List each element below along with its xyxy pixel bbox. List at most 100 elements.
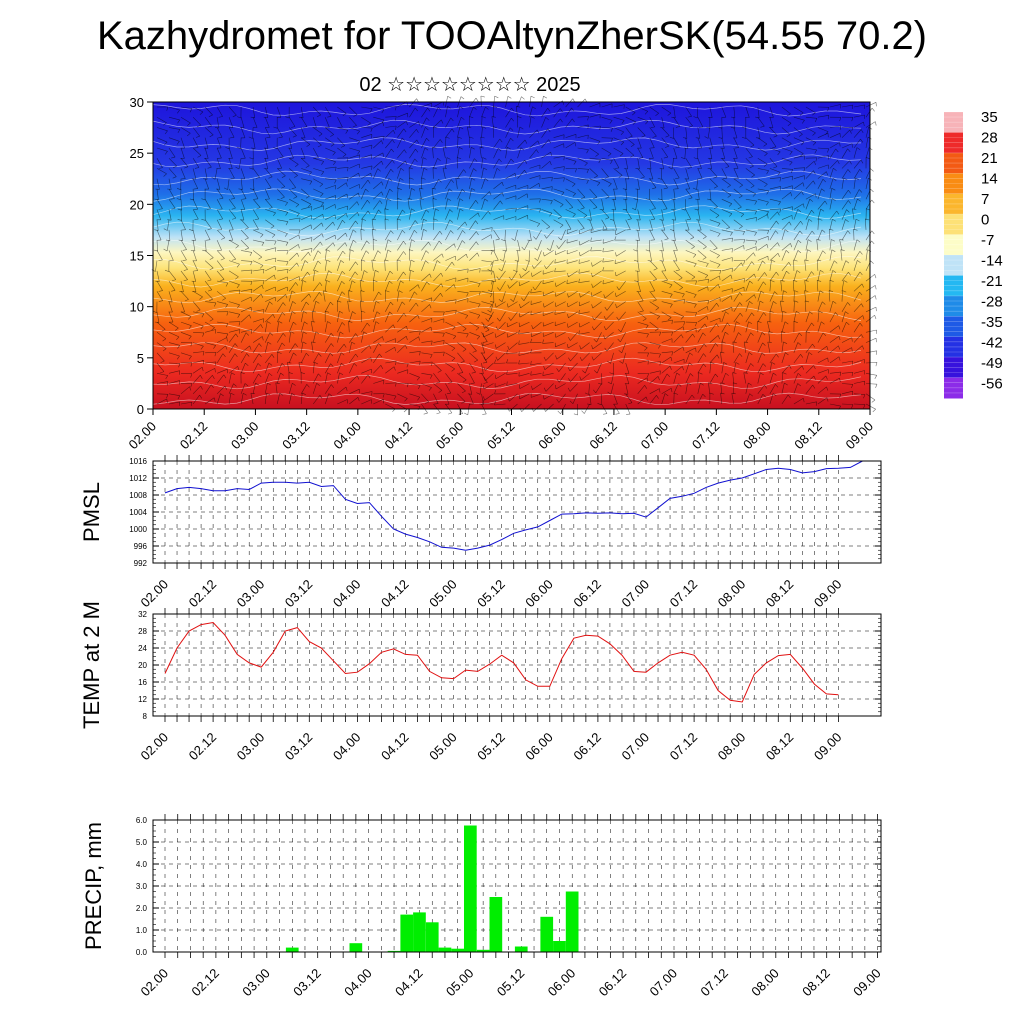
wind-barb-flag <box>292 135 297 138</box>
wind-barb <box>385 311 390 323</box>
wind-barb <box>841 160 850 169</box>
wind-barb-flag <box>162 338 167 342</box>
wind-barb <box>673 392 675 405</box>
wind-barb <box>566 280 578 285</box>
wind-barb <box>829 371 841 374</box>
wind-barb-flag <box>519 303 521 308</box>
wind-barb-flag <box>315 300 320 304</box>
wind-barb <box>685 291 697 295</box>
wind-barb-flag <box>809 198 814 202</box>
wind-barb <box>625 106 636 113</box>
wind-barb-flag <box>762 393 766 398</box>
wind-barb <box>554 260 566 264</box>
wind-barb-flag <box>764 183 768 188</box>
wind-barb-flag <box>487 210 491 215</box>
wind-barb <box>757 127 761 139</box>
wind-barb <box>337 331 341 343</box>
wind-barb <box>325 214 336 220</box>
wind-barb <box>721 322 728 333</box>
wind-barb <box>577 147 589 150</box>
wind-barb-flag <box>352 229 357 233</box>
wind-barb-flag <box>508 317 512 321</box>
wind-barb <box>541 108 548 118</box>
wind-barb <box>769 117 774 128</box>
wind-barb <box>361 179 369 190</box>
wind-barb-flag <box>469 116 474 119</box>
wind-barb-flag <box>543 356 547 361</box>
wind-barb <box>192 178 199 189</box>
wind-barb <box>168 393 180 396</box>
wind-barb-flag <box>827 107 830 112</box>
wind-barb <box>661 117 665 129</box>
contour-line <box>152 119 862 135</box>
wind-barb <box>445 321 456 328</box>
wind-barb <box>216 127 223 138</box>
wind-barb <box>421 260 426 272</box>
wind-barb-flag <box>483 376 486 381</box>
wind-barb <box>805 401 817 405</box>
wind-barb <box>216 385 226 395</box>
wind-barb-flag <box>328 393 333 397</box>
wind-barb <box>469 231 477 241</box>
wind-barb <box>288 188 298 197</box>
wind-barb <box>817 127 829 132</box>
wind-barb-flag <box>483 396 485 401</box>
wind-barb-flag <box>483 356 486 361</box>
wind-barb <box>537 239 542 251</box>
wind-barb-flag <box>652 299 657 302</box>
wind-barb <box>421 352 433 355</box>
wind-barb <box>192 375 201 384</box>
wind-barb <box>300 260 306 272</box>
wind-barb <box>637 178 640 190</box>
wind-barb-flag <box>426 117 430 121</box>
wind-barb-flag <box>838 336 841 341</box>
wind-barb <box>709 260 721 265</box>
wind-barb-flag <box>817 280 822 282</box>
wind-barb-flag <box>669 284 673 289</box>
wind-barb-flag <box>556 245 560 249</box>
wind-barb <box>805 106 816 113</box>
wind-barb-flag <box>457 157 462 159</box>
wind-barb <box>421 157 424 169</box>
wind-barb <box>709 317 721 323</box>
wind-barb-flag <box>531 325 534 329</box>
wind-barb <box>228 343 236 353</box>
wind-barb <box>265 257 276 261</box>
wind-barb-flag <box>578 330 580 335</box>
wind-barb <box>324 242 334 251</box>
wind-barb-flag <box>370 173 372 178</box>
wind-barb-flag <box>785 352 789 356</box>
wind-barb-flag <box>802 182 805 187</box>
wind-barb-flag <box>718 284 720 289</box>
wind-barb-flag <box>494 303 497 308</box>
wind-barb-flag <box>436 412 441 415</box>
wind-barb <box>168 291 173 302</box>
wind-barb <box>853 271 861 282</box>
wind-barb-flag <box>506 381 508 386</box>
wind-barb <box>349 397 359 405</box>
wind-barb <box>661 280 673 286</box>
wind-barb-flag <box>707 286 709 291</box>
wind-barb <box>709 106 713 118</box>
wind-barb <box>298 362 302 374</box>
wind-barb-flag <box>213 345 216 349</box>
wind-barb <box>313 205 324 210</box>
y-tick-label: 1.0 <box>136 926 148 935</box>
wind-barb <box>228 209 237 219</box>
wind-barb-flag <box>209 318 214 322</box>
wind-barb <box>828 290 831 302</box>
wind-barb <box>745 294 755 302</box>
wind-barb-flag <box>717 335 720 340</box>
wind-barb <box>697 278 709 282</box>
wind-barb <box>709 137 713 149</box>
wind-barb-flag <box>242 198 247 200</box>
wind-barb <box>493 250 499 261</box>
wind-barb <box>577 98 586 108</box>
wind-barb-flag <box>366 240 370 245</box>
wind-barb-flag <box>521 246 525 251</box>
wind-barb-flag <box>732 372 737 374</box>
wind-barb-flag <box>397 259 401 262</box>
wind-barb-flag <box>845 260 850 264</box>
colorbar-label: -7 <box>981 232 994 249</box>
wind-barb <box>313 127 323 135</box>
